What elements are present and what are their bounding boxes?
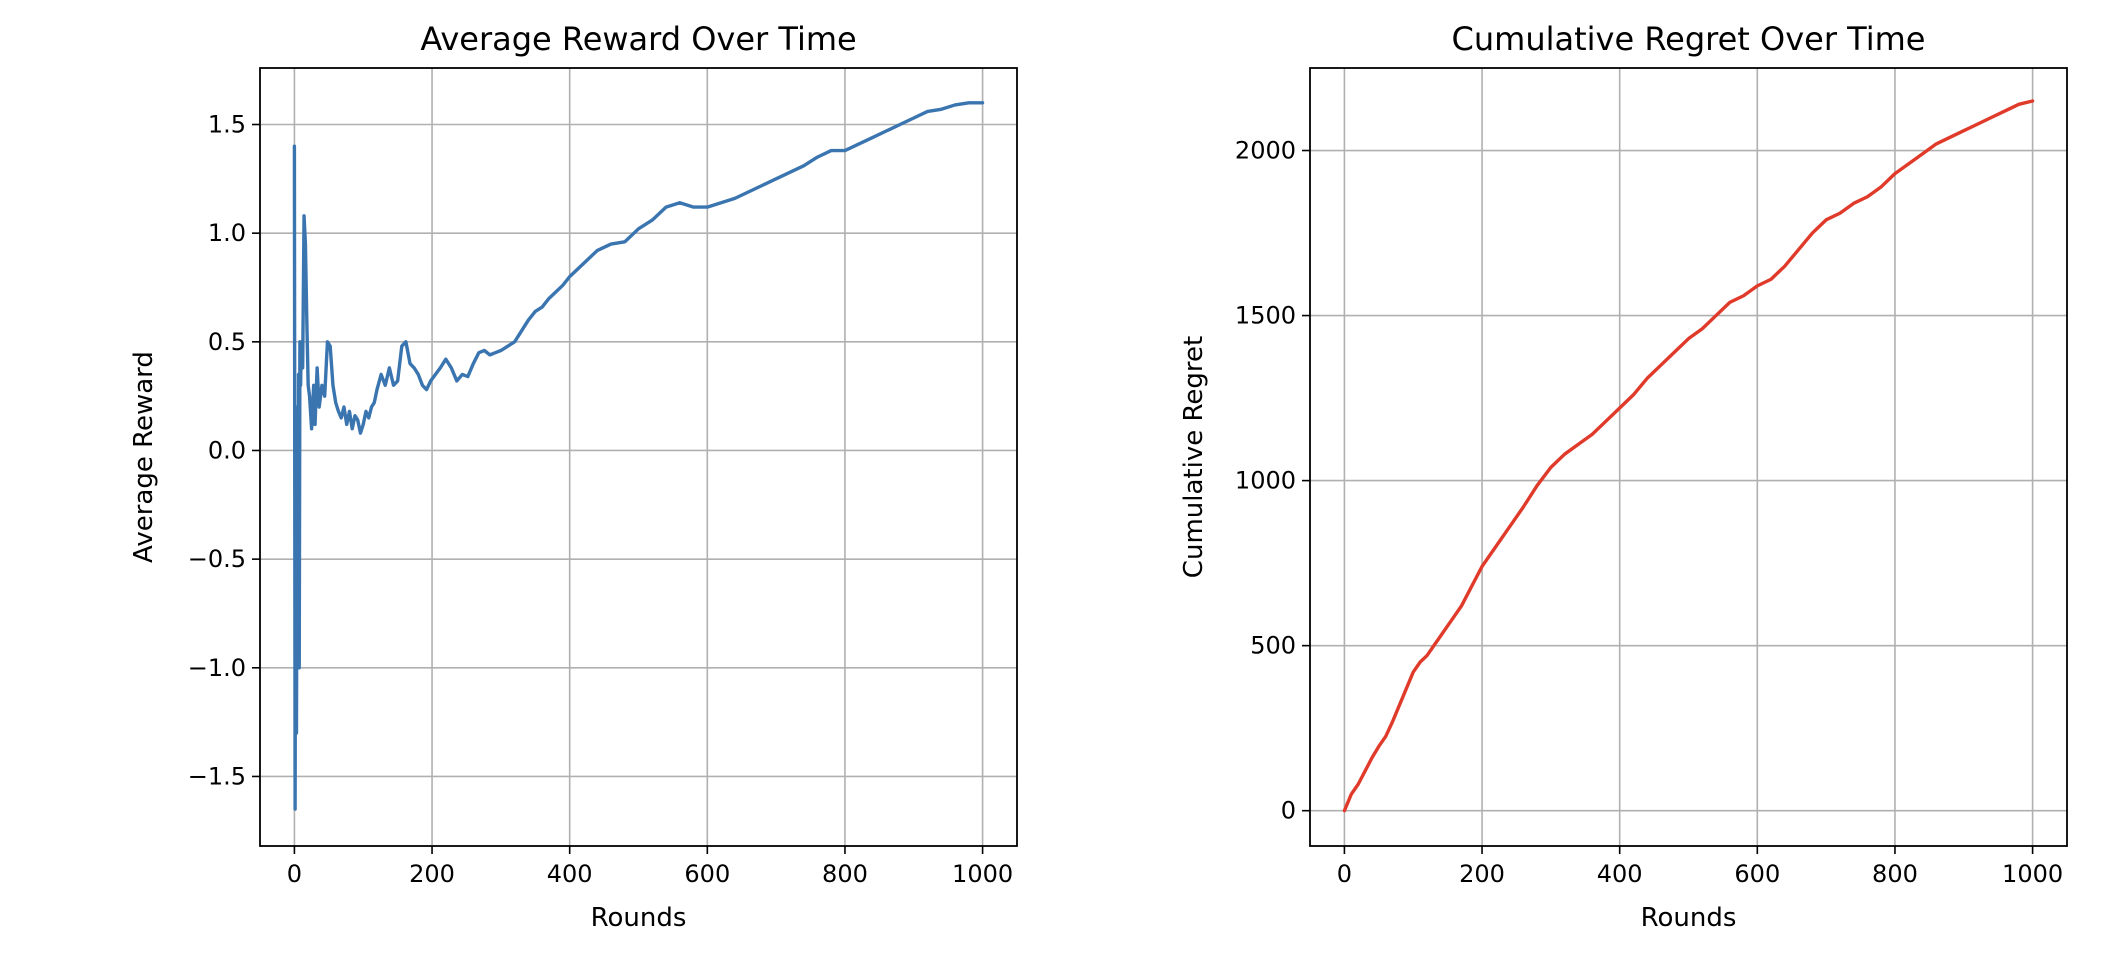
average-reward-title: Average Reward Over Time [420,20,856,58]
cumulative-regret-xtick-label: 0 [1337,860,1352,888]
cumulative-regret-xtick-label: 800 [1872,860,1918,888]
cumulative-regret-xtick-label: 1000 [2002,860,2063,888]
average-reward-xtick-label: 200 [409,860,455,888]
average-reward-xtick-label: 400 [547,860,593,888]
cumulative-regret-xtick-label: 200 [1459,860,1505,888]
average-reward-ytick-label: −1.5 [188,762,246,790]
average-reward-chart: 0 200 400 600 800 1000 −1.5 −1.0 −0.5 0.0 0.5 1.0 1.… [129,20,1018,933]
cumulative-regret-xtick-label: 400 [1597,860,1643,888]
cumulative-regret-ytick-label: 2000 [1235,137,1296,165]
cumulative-regret-ytick-label: 1000 [1235,467,1296,495]
average-reward-ytick-label: 1.0 [208,219,246,247]
cumulative-regret-xtick-label: 600 [1734,860,1780,888]
average-reward-xtick-label: 800 [822,860,868,888]
average-reward-xtick-label: 1000 [952,860,1013,888]
cumulative-regret-plot-frame [1309,67,2068,847]
cumulative-regret-ylabel: Cumulative Regret [1179,336,1209,578]
cumulative-regret-ytick-label: 1500 [1235,302,1296,330]
average-reward-xtick-label: 0 [287,860,302,888]
cumulative-regret-chart: 0 200 400 600 800 1000 0 500 1000 1500 2000 Cumula… [1179,20,2068,933]
cumulative-regret-title: Cumulative Regret Over Time [1452,20,1926,58]
average-reward-plot-frame [259,67,1018,847]
cumulative-regret-xlabel: Rounds [1641,903,1737,933]
average-reward-line [292,101,985,811]
cumulative-regret-line [1342,99,2035,813]
average-reward-ytick-label: 1.5 [208,111,246,139]
average-reward-ytick-label: −0.5 [188,545,246,573]
average-reward-ylabel: Average Reward [129,351,159,563]
cumulative-regret-ytick-label: 500 [1250,632,1296,660]
average-reward-xlabel: Rounds [591,903,687,933]
average-reward-ytick-label: 0.5 [208,328,246,356]
average-reward-ytick-label: −1.0 [188,654,246,682]
average-reward-xtick-label: 600 [684,860,730,888]
average-reward-ytick-label: 0.0 [208,436,246,464]
cumulative-regret-ytick-label: 0 [1281,797,1296,825]
